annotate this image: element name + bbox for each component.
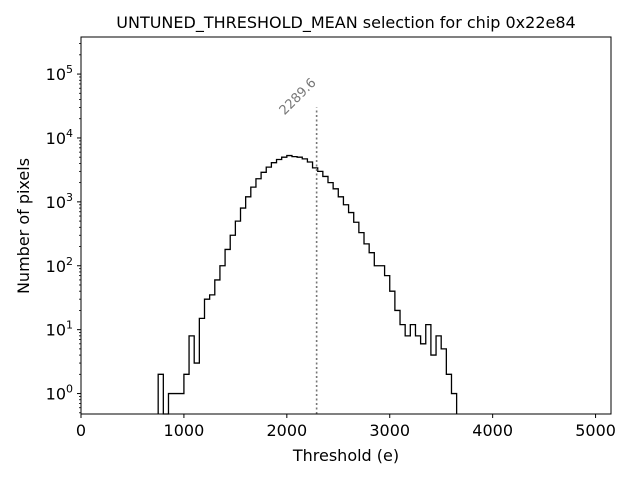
x-axis-ticks: 0 1000 2000 3000 4000 5000 bbox=[76, 414, 616, 440]
x-tick-label: 0 bbox=[76, 421, 86, 440]
y-tick-label: 101 bbox=[46, 319, 73, 340]
x-axis-label: Threshold (e) bbox=[292, 446, 399, 465]
plot-area: 2289.6 bbox=[157, 76, 458, 415]
y-tick-label: 102 bbox=[46, 255, 73, 276]
histogram-step-line bbox=[157, 154, 458, 415]
x-tick-label: 4000 bbox=[472, 421, 513, 440]
median-label: 2289.6 bbox=[277, 76, 320, 119]
x-tick-label: 2000 bbox=[266, 421, 307, 440]
x-tick-label: 5000 bbox=[575, 421, 616, 440]
y-axis-ticks: 100 101 102 103 104 105 bbox=[46, 63, 81, 404]
x-tick-label: 3000 bbox=[369, 421, 410, 440]
y-tick-label: 103 bbox=[46, 191, 73, 212]
y-tick-label: 105 bbox=[46, 63, 73, 84]
y-tick-label: 104 bbox=[46, 127, 73, 148]
axes-frame bbox=[80, 36, 612, 415]
y-tick-label: 100 bbox=[46, 383, 73, 404]
y-axis-label: Number of pixels bbox=[14, 158, 33, 294]
x-tick-label: 1000 bbox=[164, 421, 205, 440]
chart-title: UNTUNED_THRESHOLD_MEAN selection for chi… bbox=[116, 13, 575, 33]
